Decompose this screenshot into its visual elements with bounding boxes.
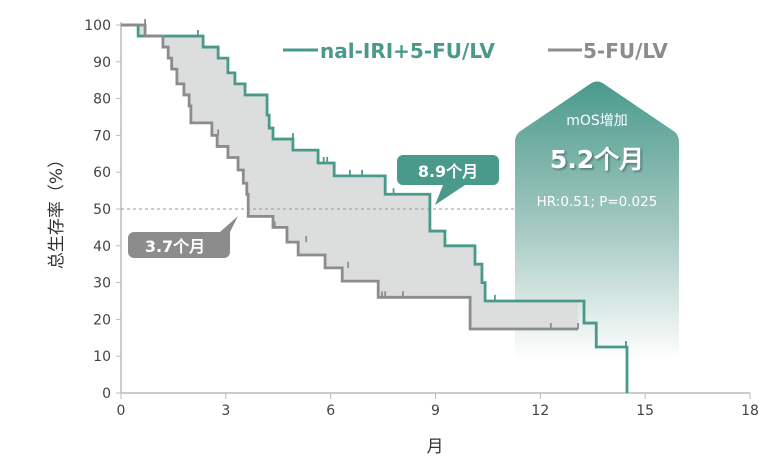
y-tick-label: 20 bbox=[93, 312, 111, 328]
y-tick-label: 60 bbox=[93, 165, 111, 181]
y-axis-label: 总生存率（%） bbox=[47, 151, 67, 269]
y-tick-label: 70 bbox=[93, 128, 111, 144]
mos-increase-box bbox=[515, 81, 679, 360]
x-tick-label: 12 bbox=[531, 403, 549, 419]
median-label-teal: 8.9个月 bbox=[418, 162, 478, 181]
y-tick-label: 100 bbox=[84, 18, 111, 34]
legend-label-teal: nal-IRI+5-FU/LV bbox=[320, 39, 495, 63]
survival-curve-teal bbox=[121, 23, 629, 393]
box-title: mOS增加 bbox=[566, 113, 628, 129]
x-tick-label: 18 bbox=[741, 403, 759, 419]
x-tick-label: 3 bbox=[221, 403, 230, 419]
y-tick-label: 30 bbox=[93, 276, 111, 292]
y-tick-label: 0 bbox=[102, 386, 111, 402]
x-axis-label: 月 bbox=[427, 437, 444, 457]
y-tick-label: 90 bbox=[93, 55, 111, 71]
y-tick-label: 80 bbox=[93, 92, 111, 108]
median-callout-teal: 8.9个月 bbox=[397, 155, 499, 205]
box-stats: HR:0.51; P=0.025 bbox=[537, 194, 658, 210]
y-tick-label: 40 bbox=[93, 239, 111, 255]
x-tick-label: 9 bbox=[431, 403, 440, 419]
y-tick-label: 10 bbox=[93, 349, 111, 365]
x-tick-label: 6 bbox=[326, 403, 335, 419]
x-tick-label: 0 bbox=[117, 403, 126, 419]
y-tick-label: 50 bbox=[93, 202, 111, 218]
box-value: 5.2个月 bbox=[550, 145, 644, 174]
median-callout-grey: 3.7个月 bbox=[128, 216, 238, 258]
median-label-grey: 3.7个月 bbox=[145, 237, 205, 256]
legend-label-grey: 5-FU/LV bbox=[583, 39, 668, 63]
survival-curve-grey bbox=[121, 23, 579, 331]
x-tick-label: 15 bbox=[636, 403, 654, 419]
